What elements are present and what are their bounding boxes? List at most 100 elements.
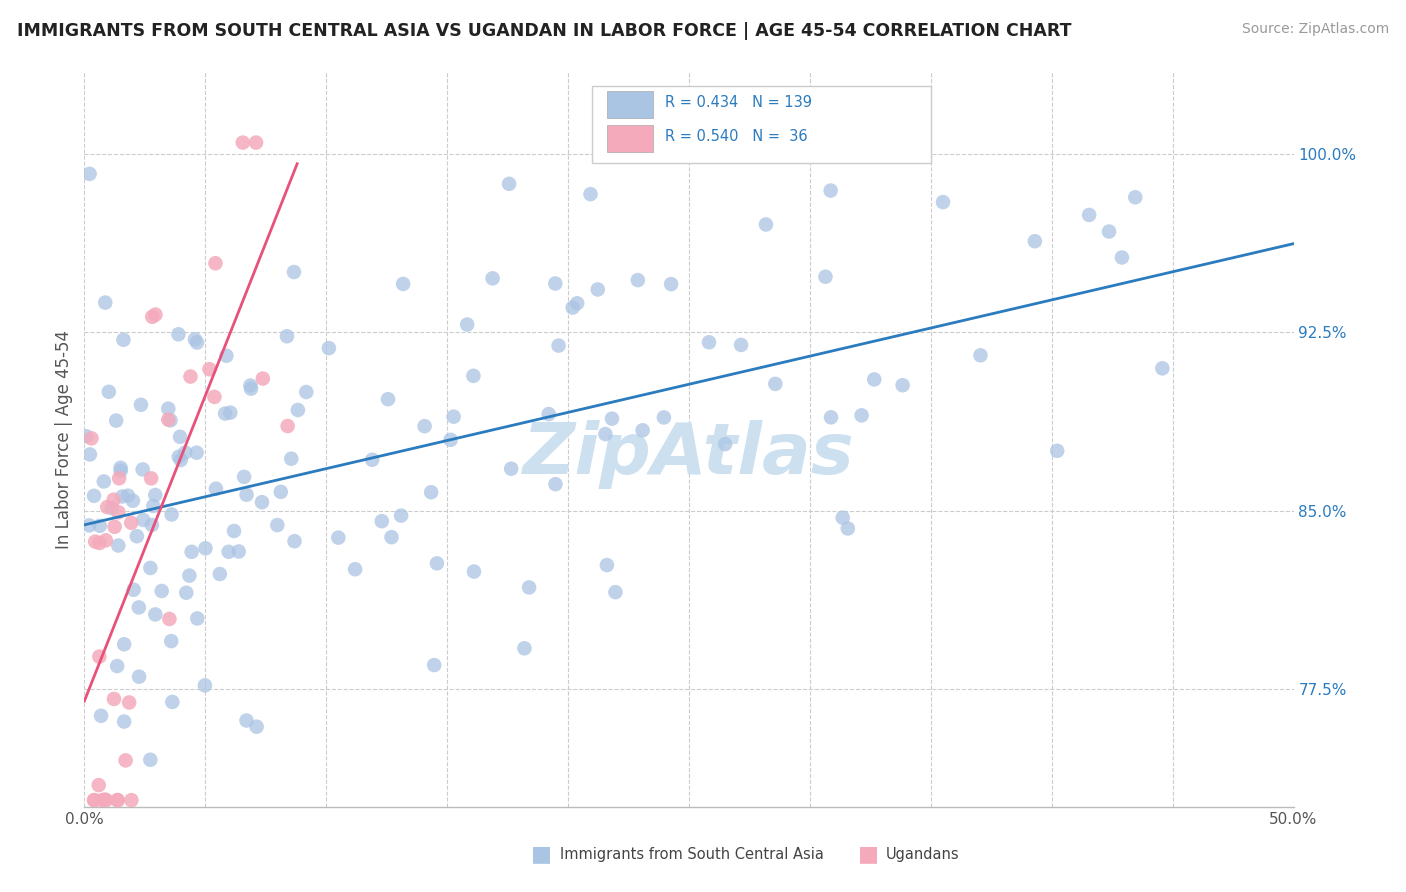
Point	[600, 411, 623, 425]
Point	[605, 585, 627, 599]
Point	[205, 482, 228, 496]
Point	[128, 600, 150, 615]
Point	[97, 384, 120, 399]
Point	[184, 332, 207, 346]
Point	[1152, 361, 1174, 376]
Point	[159, 413, 181, 427]
Point	[891, 378, 914, 392]
Point	[1098, 225, 1121, 239]
Point	[246, 720, 269, 734]
Point	[240, 382, 263, 396]
Point	[83, 793, 105, 807]
Point	[96, 500, 118, 514]
Point	[104, 520, 127, 534]
Point	[89, 649, 111, 664]
Point	[1046, 443, 1069, 458]
Point	[426, 557, 449, 571]
Point	[79, 167, 101, 181]
Point	[501, 461, 523, 475]
Point	[84, 534, 107, 549]
Point	[814, 269, 837, 284]
Point	[820, 410, 842, 425]
Point	[420, 485, 443, 500]
Point	[295, 384, 318, 399]
Point	[863, 372, 886, 386]
Point	[204, 256, 226, 270]
Point	[128, 670, 150, 684]
Text: ■: ■	[859, 845, 879, 864]
Text: Ugandans: Ugandans	[886, 847, 959, 862]
Point	[277, 419, 299, 434]
Point	[513, 641, 536, 656]
Point	[112, 637, 135, 651]
Point	[162, 695, 184, 709]
Point	[413, 419, 436, 434]
Point	[129, 398, 152, 412]
Point	[141, 310, 163, 324]
Point	[1123, 190, 1146, 204]
Point	[283, 265, 305, 279]
Point	[87, 778, 110, 792]
Point	[280, 451, 302, 466]
Text: R = 0.540   N =  36: R = 0.540 N = 36	[665, 128, 807, 144]
Point	[232, 136, 254, 150]
Point	[537, 407, 560, 421]
Text: ■: ■	[531, 845, 551, 864]
Point	[167, 450, 190, 464]
Point	[103, 692, 125, 706]
Point	[204, 390, 226, 404]
Point	[112, 714, 135, 729]
Point	[150, 584, 173, 599]
Point	[730, 338, 752, 352]
Point	[481, 271, 503, 285]
Point	[318, 341, 340, 355]
Point	[174, 445, 197, 459]
Point	[101, 501, 124, 516]
Point	[439, 433, 461, 447]
Point	[107, 793, 129, 807]
Point	[328, 531, 350, 545]
Point	[820, 184, 842, 198]
Point	[627, 273, 650, 287]
Point	[194, 678, 217, 692]
Point	[969, 348, 991, 362]
Point	[595, 427, 617, 442]
Text: Source: ZipAtlas.com: Source: ZipAtlas.com	[1241, 22, 1389, 37]
Point	[631, 423, 654, 437]
Point	[586, 283, 609, 297]
Point	[157, 612, 180, 626]
FancyBboxPatch shape	[607, 125, 652, 152]
Point	[831, 510, 853, 524]
Point	[443, 409, 465, 424]
Point	[89, 536, 111, 550]
Point	[596, 558, 619, 573]
Point	[198, 362, 221, 376]
Point	[89, 518, 111, 533]
Point	[561, 301, 583, 315]
Point	[423, 658, 446, 673]
Point	[143, 607, 166, 622]
Point	[83, 489, 105, 503]
Point	[110, 464, 132, 478]
Point	[157, 401, 180, 416]
Point	[94, 533, 117, 548]
Point	[139, 471, 162, 485]
Point	[579, 187, 602, 202]
Point	[218, 545, 240, 559]
Point	[392, 277, 415, 291]
Point	[79, 447, 101, 461]
Point	[652, 410, 675, 425]
Point	[659, 277, 682, 292]
Point	[1024, 234, 1046, 248]
Point	[170, 453, 193, 467]
Point	[141, 518, 163, 533]
Point	[179, 369, 201, 384]
Point	[344, 562, 367, 576]
Point	[456, 318, 478, 332]
Point	[755, 218, 778, 232]
Point	[186, 445, 208, 459]
Point	[222, 524, 245, 538]
Point	[837, 521, 859, 535]
Point	[110, 460, 132, 475]
Point	[270, 484, 292, 499]
